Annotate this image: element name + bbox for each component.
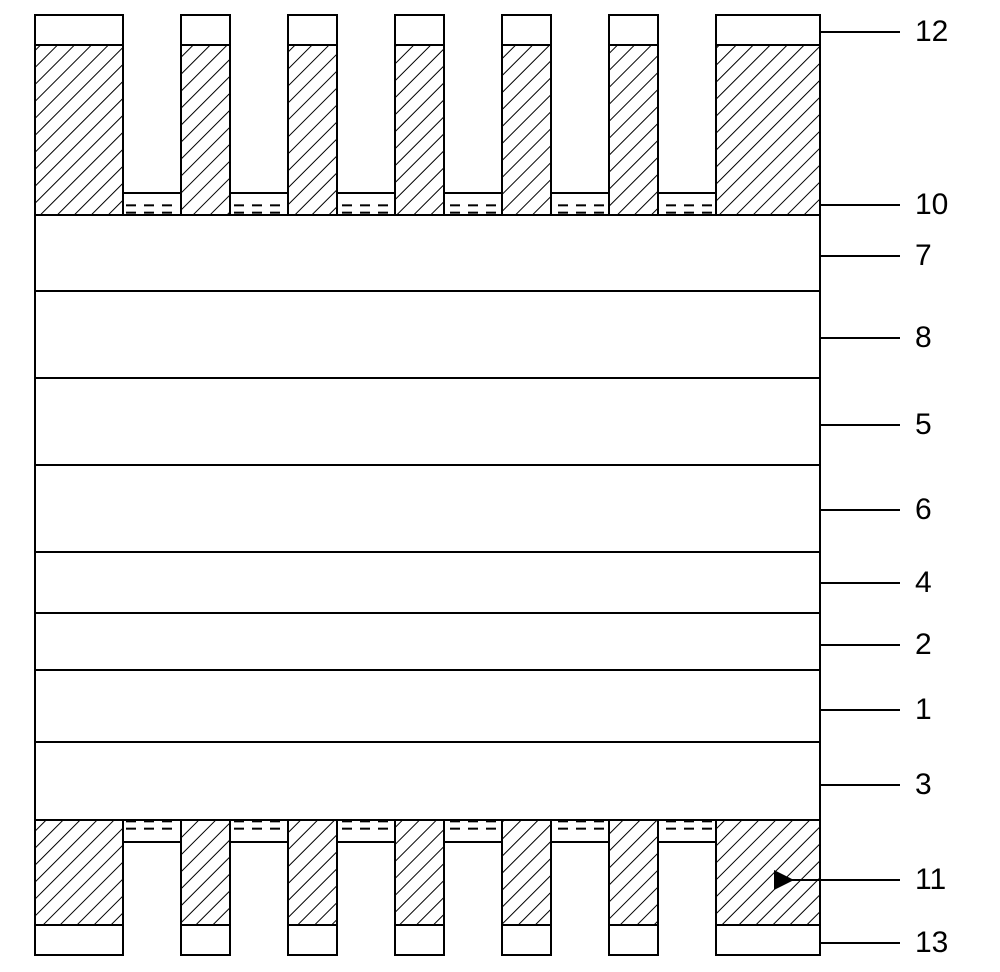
label-7: 7 xyxy=(915,239,932,273)
bottom-cap xyxy=(716,925,820,955)
bottom-tooth xyxy=(609,820,658,925)
main-stack xyxy=(35,215,820,820)
label-13: 13 xyxy=(915,926,948,960)
label-10: 10 xyxy=(915,188,948,222)
bottom-tooth xyxy=(395,820,444,925)
top-tooth xyxy=(181,45,230,215)
bottom-tooth xyxy=(716,820,820,925)
top-tooth xyxy=(609,45,658,215)
label-12: 12 xyxy=(915,15,948,49)
diagram-container: 1210785642131113 xyxy=(0,0,1000,972)
label-11: 11 xyxy=(915,863,946,897)
top-cap xyxy=(716,15,820,45)
bottom-cap xyxy=(502,925,551,955)
top-tooth xyxy=(502,45,551,215)
top-tooth xyxy=(716,45,820,215)
bottom-cap xyxy=(395,925,444,955)
top-cap xyxy=(181,15,230,45)
bottom-cap xyxy=(288,925,337,955)
top-cap xyxy=(395,15,444,45)
top-cap xyxy=(609,15,658,45)
label-1: 1 xyxy=(915,693,932,727)
bottom-tooth xyxy=(502,820,551,925)
top-cap xyxy=(502,15,551,45)
label-3: 3 xyxy=(915,768,932,802)
bottom-tooth xyxy=(288,820,337,925)
top-tooth xyxy=(35,45,123,215)
label-5: 5 xyxy=(915,408,932,442)
top-cap xyxy=(288,15,337,45)
top-cap xyxy=(35,15,123,45)
top-tooth xyxy=(395,45,444,215)
label-4: 4 xyxy=(915,566,932,600)
label-6: 6 xyxy=(915,493,932,527)
bottom-cap xyxy=(609,925,658,955)
bottom-cap xyxy=(181,925,230,955)
diagram-svg xyxy=(0,0,1000,972)
label-2: 2 xyxy=(915,628,932,662)
top-tooth xyxy=(288,45,337,215)
label-8: 8 xyxy=(915,321,932,355)
bottom-tooth xyxy=(35,820,123,925)
bottom-cap xyxy=(35,925,123,955)
bottom-tooth xyxy=(181,820,230,925)
